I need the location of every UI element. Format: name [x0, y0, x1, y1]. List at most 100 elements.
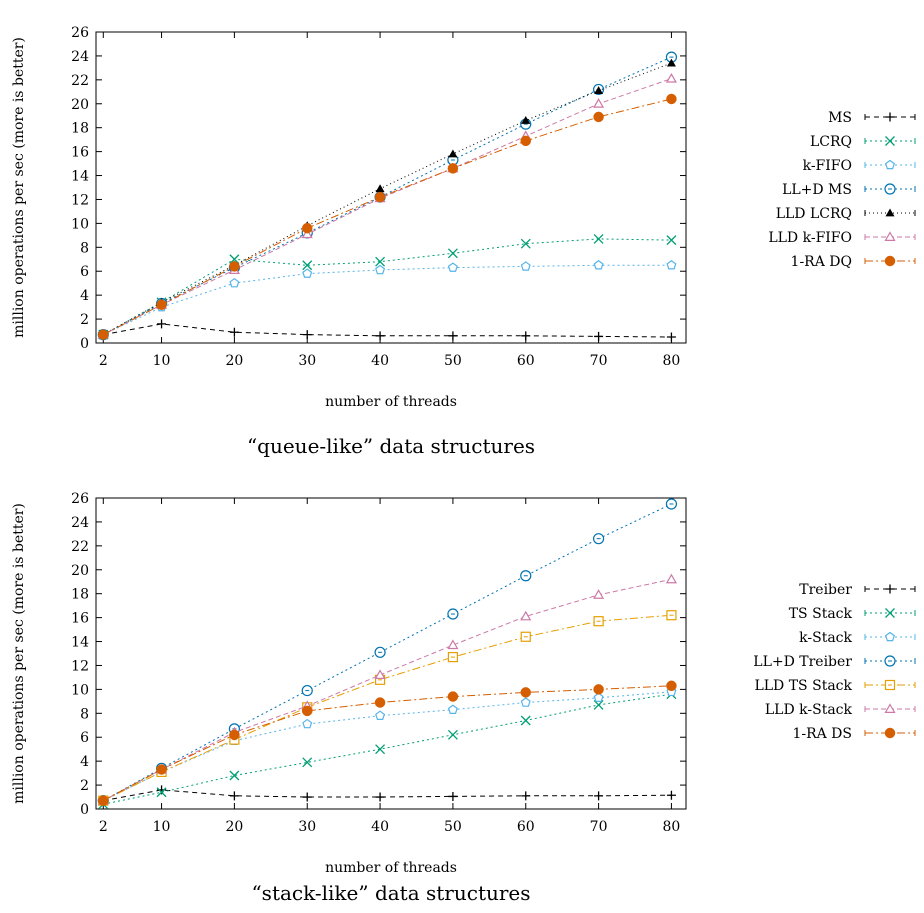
data-point — [666, 790, 676, 800]
x-tick-label: 10 — [153, 819, 171, 835]
data-point — [302, 330, 312, 340]
x-tick-label: 20 — [225, 353, 243, 369]
y-tick-label: 8 — [80, 706, 89, 722]
legend-marker — [884, 231, 896, 241]
series-line — [103, 56, 672, 336]
data-point — [593, 111, 604, 123]
y-tick-label: 14 — [71, 635, 89, 651]
series-lcrq — [98, 233, 677, 340]
series-line — [103, 685, 672, 802]
y-tick-label: 2 — [80, 312, 89, 328]
legend-marker — [884, 703, 896, 713]
legend-label: LL+D Treiber — [753, 654, 852, 670]
series-line — [103, 691, 672, 802]
series-line — [103, 323, 672, 338]
legend-label: LL+D MS — [782, 182, 852, 198]
x-tick-label: 50 — [444, 819, 462, 835]
legend-entry: LL+D Treiber — [753, 654, 916, 670]
data-point — [156, 764, 167, 775]
data-point — [375, 256, 386, 267]
data-point — [98, 329, 109, 340]
legend-marker — [885, 112, 895, 122]
legend-entry: LLD k-Stack — [765, 702, 916, 718]
x-axis-label: number of threads — [325, 860, 457, 876]
legend-entry: 1-RA DQ — [791, 254, 916, 270]
x-tick-label: 80 — [663, 819, 681, 835]
x-tick-label: 40 — [371, 353, 389, 369]
y-tick-label: 0 — [80, 802, 89, 818]
y-tick-label: 4 — [80, 288, 89, 304]
data-point — [520, 238, 531, 249]
y-tick-label: 10 — [71, 682, 89, 698]
series-ll-d-treiber — [97, 498, 678, 807]
x-tick-label: 60 — [517, 819, 535, 835]
y-tick-label: 24 — [71, 515, 89, 531]
series-line — [103, 78, 672, 336]
y-tick-label: 14 — [71, 169, 89, 185]
plot-frame — [95, 31, 687, 344]
x-tick-label: 60 — [517, 353, 535, 369]
data-point — [229, 729, 240, 741]
x-axis-label: number of threads — [325, 394, 457, 410]
data-point — [665, 72, 677, 83]
legend-marker — [884, 655, 896, 667]
y-axis-label: million operations per sec (more is bett… — [11, 503, 27, 804]
data-point — [594, 86, 604, 94]
data-point — [593, 98, 605, 108]
data-point — [448, 791, 458, 801]
y-tick-label: 22 — [71, 539, 89, 555]
series-line — [103, 264, 672, 336]
data-point — [666, 260, 677, 270]
x-tick-label: 40 — [371, 819, 389, 835]
y-tick-label: 8 — [80, 240, 89, 256]
data-point — [301, 684, 313, 697]
legend-label: 1-RA DS — [792, 726, 852, 742]
data-point — [156, 787, 167, 798]
data-point — [666, 58, 676, 67]
data-point — [520, 715, 531, 726]
series-lld-k-fifo — [97, 72, 677, 339]
y-tick-label: 26 — [71, 25, 89, 41]
y-tick-label: 26 — [71, 491, 89, 507]
y-tick-label: 22 — [71, 73, 89, 89]
legend-marker — [884, 679, 896, 691]
legend-entry: LLD TS Stack — [754, 678, 916, 694]
legend-marker — [885, 159, 895, 170]
data-point — [375, 264, 386, 275]
data-point — [374, 191, 386, 203]
y-tick-label: 20 — [71, 97, 89, 113]
x-tick-label: 2 — [99, 819, 108, 835]
data-point — [302, 718, 313, 729]
legend-label: TS Stack — [789, 606, 853, 622]
series-ll-d-ms — [97, 51, 678, 341]
data-point — [666, 680, 677, 692]
y-tick-label: 16 — [71, 145, 89, 161]
y-tick-label: 0 — [80, 336, 89, 352]
legend-entry: LLD k-FIFO — [768, 230, 916, 246]
data-point — [520, 610, 532, 621]
data-point — [447, 639, 459, 650]
x-tick-label: 20 — [225, 819, 243, 835]
series-lld-k-stack — [97, 573, 677, 805]
data-point — [157, 319, 167, 329]
data-point — [593, 692, 604, 703]
data-point — [302, 757, 313, 768]
legend-entry: Treiber — [799, 582, 916, 598]
x-tick-label: 70 — [590, 819, 608, 835]
x-tick-label: 70 — [590, 353, 608, 369]
series-k-stack — [98, 686, 677, 805]
chart-caption: “queue-like” data structures — [247, 434, 535, 458]
data-point — [666, 235, 677, 246]
series-line — [103, 693, 672, 805]
legend-entry: 1-RA DS — [792, 726, 916, 742]
data-point — [301, 705, 313, 717]
legend-entry: TS Stack — [789, 606, 916, 622]
series-lld-ts-stack — [98, 610, 677, 806]
x-tick-label: 2 — [99, 353, 108, 369]
data-point — [447, 704, 458, 714]
data-point — [447, 262, 458, 272]
data-point — [593, 616, 604, 627]
